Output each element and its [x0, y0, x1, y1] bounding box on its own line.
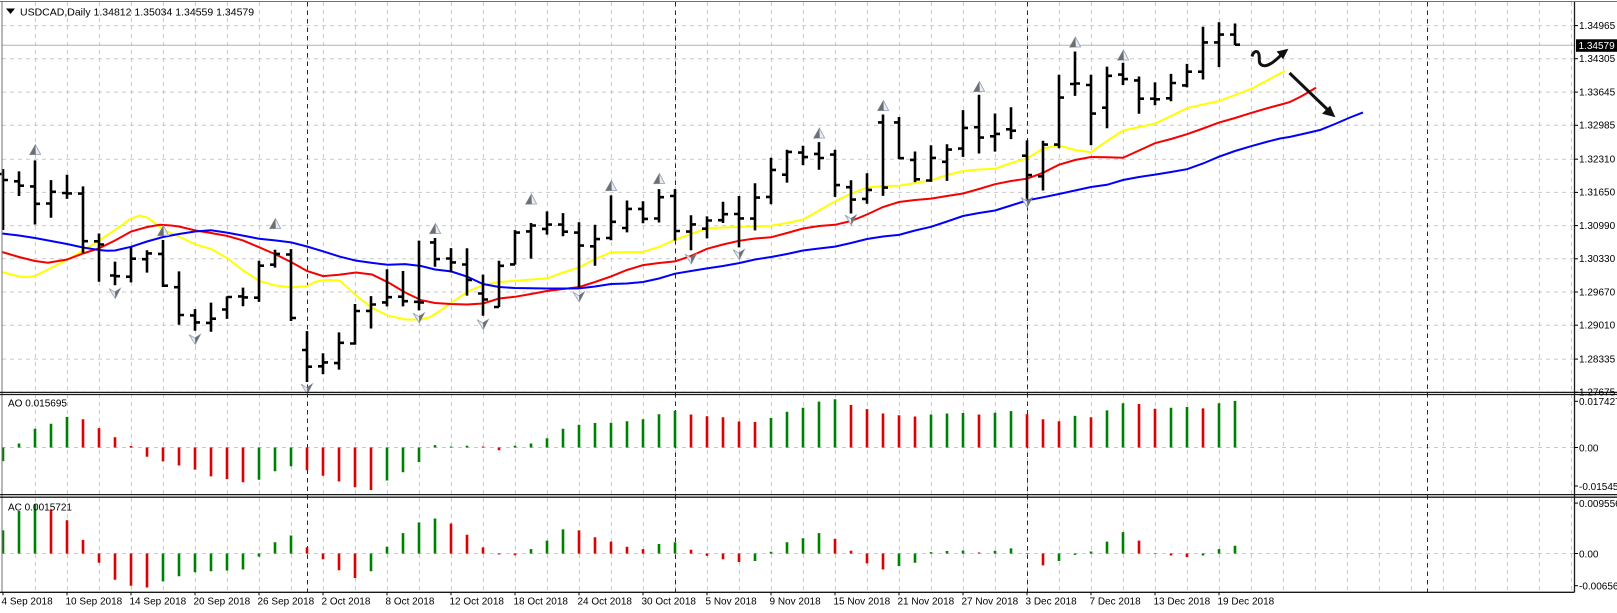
svg-text:1.30990: 1.30990	[1579, 221, 1616, 232]
svg-text:26 Sep 2018: 26 Sep 2018	[258, 597, 315, 608]
svg-text:1.34579: 1.34579	[1579, 41, 1616, 52]
svg-text:13 Dec 2018: 13 Dec 2018	[1154, 597, 1211, 608]
svg-text:12 Oct 2018: 12 Oct 2018	[450, 597, 505, 608]
svg-text:24 Oct 2018: 24 Oct 2018	[578, 597, 633, 608]
svg-text:2 Oct 2018: 2 Oct 2018	[322, 597, 371, 608]
svg-text:0.017427: 0.017427	[1579, 397, 1617, 408]
svg-text:30 Oct 2018: 30 Oct 2018	[642, 597, 697, 608]
svg-text:27 Nov 2018: 27 Nov 2018	[962, 597, 1019, 608]
svg-text:0.00: 0.00	[1579, 549, 1599, 560]
svg-text:7 Dec 2018: 7 Dec 2018	[1090, 597, 1142, 608]
svg-text:USDCAD,Daily 1.34812 1.35034: USDCAD,Daily 1.34812 1.35034 1.34559 1.3…	[20, 7, 254, 19]
svg-text:1.34965: 1.34965	[1579, 21, 1616, 32]
svg-text:-0.015458: -0.015458	[1579, 482, 1617, 493]
svg-text:19 Dec 2018: 19 Dec 2018	[1218, 597, 1275, 608]
svg-text:AC 0.0015721: AC 0.0015721	[8, 503, 72, 514]
svg-text:1.29670: 1.29670	[1579, 287, 1616, 298]
svg-text:1.32985: 1.32985	[1579, 121, 1616, 132]
svg-text:8 Oct 2018: 8 Oct 2018	[386, 597, 435, 608]
svg-text:10 Sep 2018: 10 Sep 2018	[66, 597, 123, 608]
svg-text:1.28335: 1.28335	[1579, 354, 1616, 365]
svg-text:0.00: 0.00	[1579, 443, 1599, 454]
svg-text:5 Nov 2018: 5 Nov 2018	[706, 597, 758, 608]
svg-text:20 Sep 2018: 20 Sep 2018	[194, 597, 251, 608]
svg-text:1.29010: 1.29010	[1579, 321, 1616, 332]
svg-text:1.34305: 1.34305	[1579, 54, 1616, 65]
svg-text:3 Dec 2018: 3 Dec 2018	[1026, 597, 1078, 608]
svg-text:1.30330: 1.30330	[1579, 254, 1616, 265]
svg-text:1.31650: 1.31650	[1579, 188, 1616, 199]
svg-text:1.33645: 1.33645	[1579, 87, 1616, 98]
svg-text:1.32310: 1.32310	[1579, 155, 1616, 166]
svg-text:18 Oct 2018: 18 Oct 2018	[514, 597, 569, 608]
svg-text:21 Nov 2018: 21 Nov 2018	[898, 597, 955, 608]
svg-text:4 Sep 2018: 4 Sep 2018	[2, 597, 54, 608]
svg-text:1.27675: 1.27675	[1579, 388, 1616, 399]
svg-text:9 Nov 2018: 9 Nov 2018	[770, 597, 822, 608]
svg-text:AO 0.015695: AO 0.015695	[8, 399, 67, 410]
svg-text:0.009556: 0.009556	[1579, 499, 1617, 510]
svg-text:-0.006569: -0.006569	[1579, 582, 1617, 593]
svg-text:14 Sep 2018: 14 Sep 2018	[130, 597, 187, 608]
svg-text:15 Nov 2018: 15 Nov 2018	[834, 597, 891, 608]
